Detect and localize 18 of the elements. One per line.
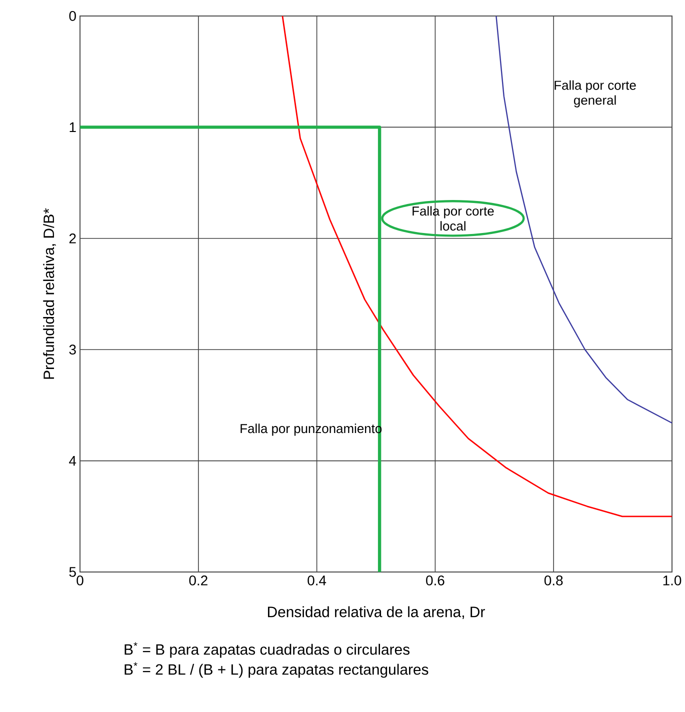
y-tick-label: 4 [69,456,76,466]
y-tick-label: 0 [69,11,76,21]
x-tick-label: 0.2 [189,576,208,586]
text: B$^{*}$ = B para zapatas cuadradas o circulares [124,642,410,658]
y-tick-label: 5 [69,567,76,577]
annotation: Falla por corte general [554,80,636,108]
x-tick-label: 0.4 [308,576,326,586]
x-tick-label: 0 [76,576,84,586]
x-axis-title: Densidad relativa de la arena, Dr [268,606,485,619]
y-tick-label: 2 [69,234,76,244]
y-tick-label: 1 [70,122,76,132]
y-tick-label: 3 [69,344,76,355]
x-tick-label: 1.0 [663,576,682,586]
x-tick-label: 0.6 [426,576,444,586]
line-series [496,15,673,424]
y-axis-title: Profundidad relativa, D/B* [43,208,56,379]
text: B$^{*}$ = 2 BL / (B + L) para zapatas rectangulares [124,662,428,678]
x-tick-label: 0.8 [544,576,563,586]
